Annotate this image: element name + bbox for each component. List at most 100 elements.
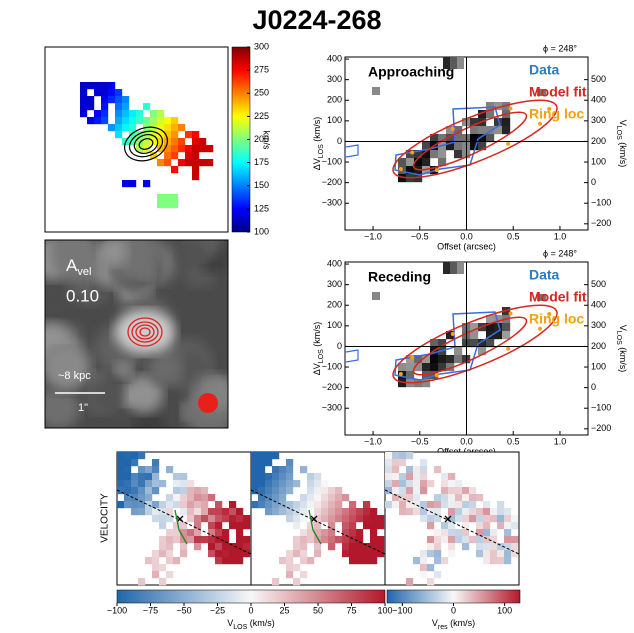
map-pixel bbox=[293, 543, 301, 551]
map-pixel bbox=[138, 578, 146, 586]
velocity-pixel bbox=[136, 131, 144, 139]
map-pixel bbox=[166, 543, 174, 551]
velocity-pixel bbox=[115, 131, 123, 139]
map-pixel bbox=[349, 515, 357, 523]
y2-tick-label: 400 bbox=[591, 95, 606, 105]
map-pixel bbox=[265, 501, 273, 509]
colorbar-label: VLOS (km/s) bbox=[227, 618, 275, 630]
velocity-pixel bbox=[157, 145, 165, 153]
pv-pixel bbox=[372, 292, 380, 300]
map-pixel bbox=[194, 515, 202, 523]
map-pixel bbox=[187, 536, 195, 544]
map-pixel bbox=[314, 480, 322, 488]
map-pixel bbox=[251, 459, 259, 467]
noise-blob bbox=[173, 349, 211, 387]
velocity-pixel bbox=[129, 124, 137, 132]
pv-pixel bbox=[406, 150, 415, 159]
velocity-pixel bbox=[115, 124, 123, 132]
map-pixel bbox=[427, 536, 435, 544]
map-pixel bbox=[293, 550, 301, 558]
map-pixel bbox=[159, 515, 167, 523]
map-pixel bbox=[145, 480, 153, 488]
map-pixel bbox=[131, 480, 139, 488]
velocity-pixel bbox=[108, 124, 116, 132]
map-pixel bbox=[236, 550, 244, 558]
map-pixel bbox=[469, 494, 477, 502]
map-pixel bbox=[476, 536, 484, 544]
map-pixel bbox=[314, 501, 322, 509]
map-pixel bbox=[483, 501, 491, 509]
x-tick-label: −0.5 bbox=[411, 231, 429, 241]
map-pixel bbox=[356, 543, 364, 551]
y-tick-label: −100 bbox=[322, 361, 342, 371]
velocity-pixel bbox=[101, 82, 109, 90]
map-pixel bbox=[377, 543, 385, 551]
map-pixel bbox=[420, 550, 428, 558]
map-pixel bbox=[434, 536, 442, 544]
velocity-pixel bbox=[192, 145, 200, 153]
velocity-pixel bbox=[122, 117, 130, 125]
colorbar-tick-label: −25 bbox=[210, 605, 225, 615]
map-pixel bbox=[307, 522, 315, 530]
noise-blob bbox=[146, 350, 183, 386]
colorbar-tick-label: 25 bbox=[279, 605, 289, 615]
colorbar-tick-label: 225 bbox=[254, 111, 269, 121]
velocity-pixel bbox=[185, 145, 193, 153]
map-pixel bbox=[483, 508, 491, 516]
map-pixel bbox=[307, 487, 315, 495]
map-pixel bbox=[138, 494, 146, 502]
velocity-pixel bbox=[136, 110, 144, 118]
map-pixel bbox=[208, 529, 216, 537]
map-pixel bbox=[462, 487, 470, 495]
map-pixel bbox=[497, 522, 505, 530]
pv-pixel bbox=[494, 323, 503, 332]
map-pixel bbox=[286, 487, 294, 495]
map-pixel bbox=[356, 529, 364, 537]
map-pixel bbox=[300, 508, 308, 516]
velocity-pixel bbox=[171, 138, 179, 146]
map-pixel bbox=[420, 473, 428, 481]
map-pixel bbox=[300, 571, 308, 579]
map-pixel bbox=[441, 473, 449, 481]
pv-pixel bbox=[537, 294, 546, 301]
map-pixel bbox=[293, 578, 301, 586]
map-pixel bbox=[201, 501, 209, 509]
pv-pixel bbox=[414, 150, 423, 159]
map-pixel bbox=[279, 473, 287, 481]
map-pixel bbox=[469, 501, 477, 509]
map-pixel bbox=[215, 522, 223, 530]
map-pixel bbox=[215, 550, 223, 558]
map-pixel bbox=[448, 529, 456, 537]
pv-pixel bbox=[470, 339, 479, 348]
map-pixel bbox=[427, 480, 435, 488]
map-pixel bbox=[180, 522, 188, 530]
velocity-pixel bbox=[164, 131, 172, 139]
map-pixel bbox=[131, 501, 139, 509]
map-pixel bbox=[243, 543, 251, 551]
velocity-pixel bbox=[122, 110, 130, 118]
map-pixel bbox=[328, 494, 336, 502]
map-pixel bbox=[258, 501, 266, 509]
map-pixel bbox=[469, 487, 477, 495]
pv-pixel bbox=[494, 126, 503, 135]
map-pixel bbox=[215, 543, 223, 551]
velocity-pixel bbox=[80, 82, 88, 90]
ring-location bbox=[434, 168, 439, 173]
map-pixel bbox=[229, 557, 237, 565]
pv-pixel bbox=[443, 262, 450, 268]
y2-tick-label: 200 bbox=[591, 136, 606, 146]
map-pixel bbox=[131, 508, 139, 516]
map-pixel bbox=[272, 487, 280, 495]
map-pixel bbox=[504, 515, 512, 523]
colorbar-label: km/s bbox=[262, 131, 272, 150]
map-pixel bbox=[342, 515, 350, 523]
map-pixel bbox=[314, 536, 322, 544]
map-pixel bbox=[187, 487, 195, 495]
map-pixel bbox=[117, 501, 125, 509]
x-tick-label: 1.0 bbox=[554, 436, 567, 446]
map-pixel bbox=[462, 515, 470, 523]
pv-label: Approaching bbox=[368, 64, 454, 80]
map-pixel bbox=[455, 501, 463, 509]
map-pixel bbox=[370, 557, 378, 565]
center-marker bbox=[176, 515, 184, 523]
